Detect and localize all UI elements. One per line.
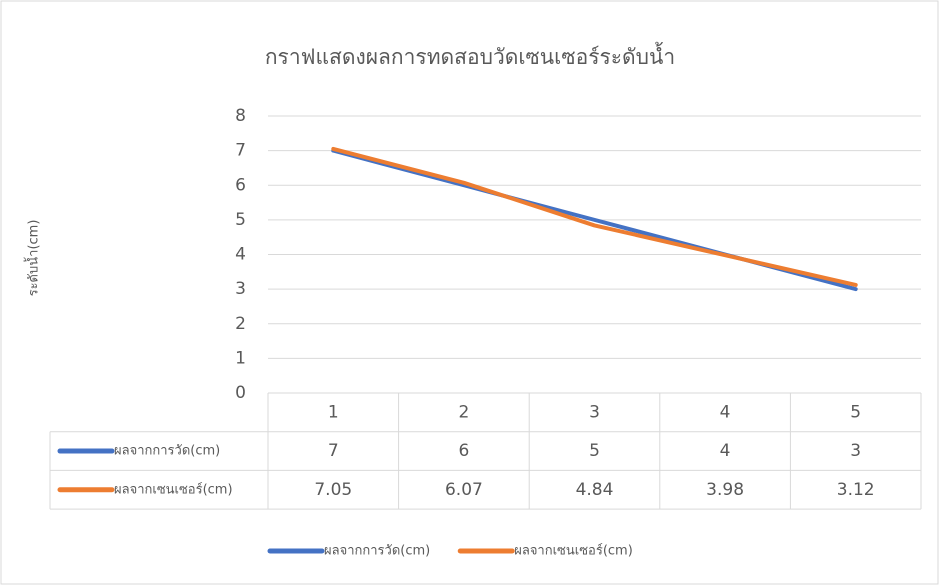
x-tick-label: 5 bbox=[850, 402, 861, 422]
table-value: 7 bbox=[328, 441, 339, 461]
table-value: 3 bbox=[850, 441, 861, 461]
table-value: 3.12 bbox=[837, 480, 875, 500]
table-value: 4.84 bbox=[576, 480, 614, 500]
x-tick-label: 4 bbox=[720, 402, 731, 422]
x-tick-label: 1 bbox=[328, 402, 339, 422]
x-tick-label: 2 bbox=[458, 402, 469, 422]
y-tick-label: 7 bbox=[235, 141, 246, 161]
chart-title: กราฟแสดงผลการทดสอบวัดเซนเซอร์ระดับน้ำ bbox=[265, 42, 675, 69]
table-row-label: ผลจากเซนเซอร์(cm) bbox=[114, 481, 233, 497]
table-value: 5 bbox=[589, 441, 600, 461]
legend-label: ผลจากเซนเซอร์(cm) bbox=[514, 543, 633, 559]
table-value: 7.05 bbox=[314, 480, 352, 500]
table-value: 6 bbox=[458, 441, 469, 461]
x-tick-label: 3 bbox=[589, 402, 600, 422]
y-tick-label: 8 bbox=[235, 106, 246, 126]
y-tick-label: 3 bbox=[235, 279, 246, 299]
table-value: 4 bbox=[720, 441, 731, 461]
y-tick-label: 5 bbox=[235, 210, 246, 230]
table-value: 3.98 bbox=[706, 480, 744, 500]
table-value: 6.07 bbox=[445, 480, 483, 500]
y-tick-label: 6 bbox=[235, 175, 246, 195]
y-axis-label: ระดับน้ำ(cm) bbox=[24, 220, 42, 297]
y-tick-label: 2 bbox=[235, 314, 246, 334]
table-row-label: ผลจากการวัด(cm) bbox=[114, 444, 220, 459]
y-tick-label: 1 bbox=[235, 348, 246, 368]
y-tick-label: 0 bbox=[235, 383, 246, 403]
series-line bbox=[331, 146, 858, 287]
y-tick-label: 4 bbox=[235, 245, 246, 265]
legend-label: ผลจากการวัด(cm) bbox=[324, 544, 430, 559]
